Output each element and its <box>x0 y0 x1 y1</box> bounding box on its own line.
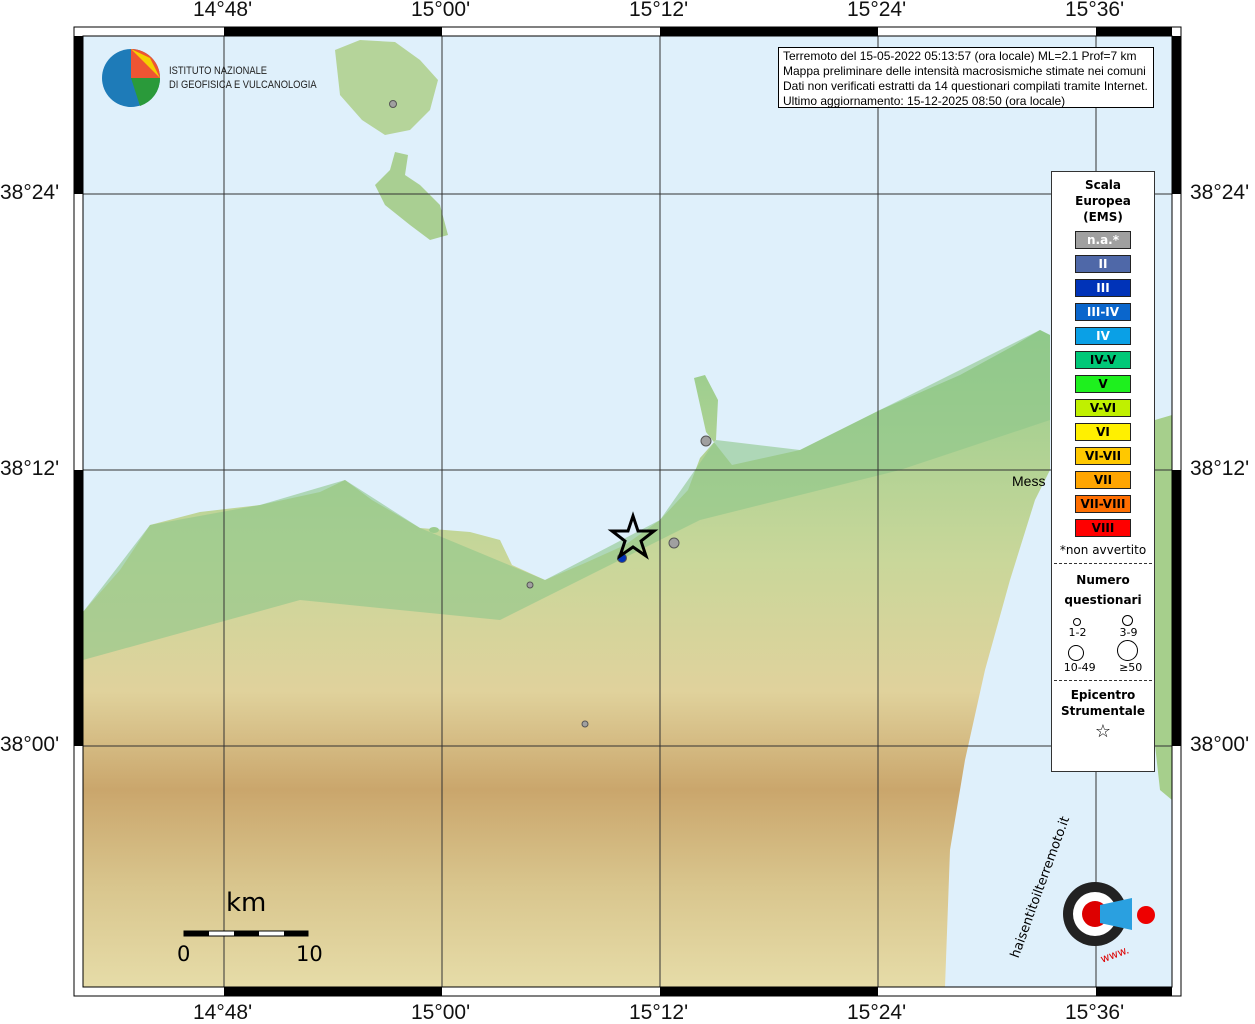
legend-swatch: VI <box>1075 423 1131 441</box>
point-na <box>581 720 589 728</box>
lat-tick-left: 38°12' <box>0 457 60 480</box>
ingv-logo-text: ISTITUTO NAZIONALE DI GEOFISICA E VULCAN… <box>169 65 317 91</box>
legend-title: Scala Europea (EMS) <box>1075 178 1131 224</box>
scale-unit: km <box>226 888 267 918</box>
lat-tick-right: 38°12' <box>1190 457 1250 480</box>
lon-tick-bottom: 15°00' <box>411 1001 471 1024</box>
scale-bar <box>183 930 309 937</box>
legend-swatch: V-VI <box>1075 399 1131 417</box>
legend-note: *non avvertito <box>1059 543 1147 557</box>
lon-tick-bottom: 15°36' <box>1065 1001 1125 1024</box>
legend-swatch: VII <box>1075 471 1131 489</box>
lon-tick-bottom: 15°12' <box>629 1001 689 1024</box>
lon-tick-top: 15°24' <box>847 0 907 21</box>
ingv-logo-icon <box>102 49 161 107</box>
event-info-box: Terremoto del 15-05-2022 05:13:57 (ora l… <box>778 47 1154 108</box>
hsit-logo-icon <box>1063 882 1155 946</box>
epicenter-title: Epicentro Strumentale <box>1060 688 1146 718</box>
legend-swatch: n.a.* <box>1075 231 1131 249</box>
legend-swatch: IV <box>1075 327 1131 345</box>
point-na <box>389 100 397 108</box>
point-na <box>526 581 534 589</box>
count-title: Numero questionari <box>1064 573 1142 607</box>
lon-tick-top: 14°48' <box>193 0 253 21</box>
legend-swatch: VIII <box>1075 519 1131 537</box>
scale-max: 10 <box>296 942 323 966</box>
lat-tick-right: 38°24' <box>1190 181 1250 204</box>
scale-min: 0 <box>177 942 191 966</box>
lat-tick-left: 38°24' <box>0 181 60 204</box>
legend-swatch: III-IV <box>1075 303 1131 321</box>
count-label: ≥50 <box>1119 661 1143 674</box>
count-label: 10-49 <box>1063 661 1096 674</box>
place-label: Mess <box>1012 473 1046 489</box>
legend-swatch: IV-V <box>1075 351 1131 369</box>
point-na <box>700 435 712 447</box>
count-label: 3-9 <box>1119 626 1138 639</box>
legend: Scala Europea (EMS) n.a.* II III III-IV IV IV-V… <box>1051 171 1155 772</box>
count-label: 1-2 <box>1068 626 1087 639</box>
legend-classes: n.a.* II III III-IV IV IV-V V V-VI VI VI-VII VII VI… <box>1052 231 1154 537</box>
lon-tick-top: 15°12' <box>629 0 689 21</box>
lon-tick-top: 15°36' <box>1065 0 1125 21</box>
legend-swatch: III <box>1075 279 1131 297</box>
lat-tick-left: 38°00' <box>0 733 60 756</box>
lon-tick-top: 15°00' <box>411 0 471 21</box>
lon-tick-bottom: 14°48' <box>193 1001 253 1024</box>
legend-swatch: VI-VII <box>1075 447 1131 465</box>
intensity-points <box>389 100 712 728</box>
lon-tick-bottom: 15°24' <box>847 1001 907 1024</box>
graticule <box>83 36 1172 987</box>
land <box>83 40 1172 987</box>
map-frame <box>73 26 1182 997</box>
legend-swatch: VII-VIII <box>1075 495 1131 513</box>
point-na <box>668 537 680 549</box>
legend-swatch: II <box>1075 255 1131 273</box>
epicenter-star-icon <box>607 511 659 560</box>
legend-star-icon: ☆ <box>1094 721 1112 742</box>
lat-tick-right: 38°00' <box>1190 733 1250 756</box>
legend-swatch: V <box>1075 375 1131 393</box>
